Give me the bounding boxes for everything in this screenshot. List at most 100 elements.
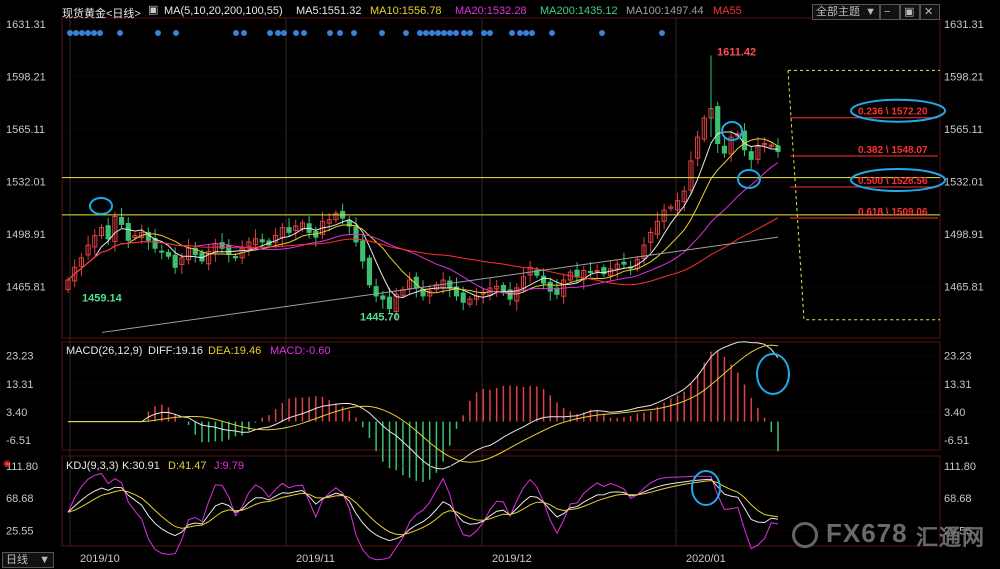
signal-dot: [423, 30, 429, 36]
macd-dea: DEA:19.46: [208, 345, 262, 357]
candle-body: [119, 216, 125, 225]
signal-dot: [523, 30, 529, 36]
kdj-highlight-ellipse: [691, 470, 721, 506]
candle-body: [701, 117, 707, 140]
fib-label: 0.382 \ 1548.07: [858, 145, 928, 156]
signal-dot: [301, 30, 307, 36]
close-icon[interactable]: ✕: [920, 4, 940, 20]
candle-body: [654, 220, 661, 235]
candle-body: [179, 257, 185, 265]
macd-diff: DIFF:19.16: [148, 345, 204, 357]
watermark-brand: FX678: [826, 518, 908, 548]
candle-body: [246, 241, 252, 247]
dropdown-icon[interactable]: ▣: [148, 4, 159, 16]
kdj-tick-left: 25.55: [6, 526, 34, 538]
candle-body: [674, 200, 681, 211]
macd-tick-right: 3.40: [944, 407, 965, 419]
timeframe-tab[interactable]: 日线 ▼: [2, 552, 54, 568]
kdj-tick-left: 68.68: [6, 493, 34, 505]
candle-body: [92, 235, 98, 248]
candle-body: [520, 276, 527, 289]
candle-body: [346, 220, 352, 227]
maximize-icon[interactable]: ▣: [900, 4, 920, 20]
candle-body: [527, 266, 533, 276]
ma55-line: [67, 217, 779, 286]
candle-body: [373, 286, 379, 297]
signal-dot: [281, 30, 287, 36]
candle-body: [386, 296, 393, 310]
signal-dot: [293, 30, 299, 36]
price-tick-left: 1465.81: [6, 282, 46, 294]
macd-label: MACD(26,12,9): [66, 345, 143, 357]
price-tick-left: 1565.11: [6, 124, 45, 136]
candle-body: [453, 286, 460, 297]
minus-icon[interactable]: −: [880, 4, 900, 20]
candle-body: [540, 275, 547, 284]
kdj-j: J:9.79: [214, 460, 244, 472]
price-tick-right: 1532.01: [944, 177, 984, 189]
signal-dot: [549, 30, 555, 36]
signal-dot: [529, 30, 535, 36]
signal-dot: [659, 30, 665, 36]
signal-dot: [517, 30, 523, 36]
signal-dot: [275, 30, 281, 36]
low-annotation: 1445.70: [360, 312, 400, 324]
candle-body: [741, 130, 748, 151]
ma10-value: MA10:1556.78: [370, 5, 442, 17]
kdj-k: K:30.91: [122, 460, 160, 472]
ma100-line: [101, 236, 779, 333]
signal-dot: [79, 30, 85, 36]
candle-body: [695, 136, 701, 159]
x-tick-label: 2019/11: [296, 553, 335, 565]
candle-body: [688, 160, 694, 191]
x-tick-label: 2019/12: [492, 553, 532, 565]
fx678-logo: [792, 522, 818, 548]
highlight-ellipse: [721, 121, 743, 141]
signal-dot: [487, 30, 493, 36]
signal-dot: [441, 30, 447, 36]
signal-dot: [337, 30, 343, 36]
candle-body: [333, 212, 339, 221]
candle-body: [748, 151, 754, 160]
macd-tick-right: 23.23: [944, 351, 972, 363]
signal-dot: [351, 30, 357, 36]
macd-diff-line: [68, 341, 779, 470]
candle-body: [98, 227, 105, 237]
candle-body: [192, 247, 198, 256]
fib-label: 0.618 \ 1509.06: [858, 207, 928, 218]
highlight-ellipse: [737, 169, 761, 189]
price-tick-right: 1598.21: [944, 71, 984, 83]
candle-body: [159, 250, 165, 253]
price-tick-left: 1598.21: [6, 71, 46, 83]
candle-body: [206, 250, 212, 265]
chevron-down-icon: ▼: [39, 554, 50, 566]
candle-body: [534, 269, 540, 276]
kdj-d-line: [67, 480, 779, 536]
macd-tick-left: 13.31: [6, 379, 34, 391]
candle-body: [768, 144, 774, 147]
candle-body: [762, 142, 768, 146]
candle-body: [621, 261, 627, 265]
candle-body: [554, 287, 560, 295]
candle-body: [85, 244, 91, 256]
signal-dot: [233, 30, 239, 36]
x-tick-label: 2019/10: [80, 553, 120, 565]
kdj-label: KDJ(9,3,3): [66, 460, 119, 472]
signal-dot: [467, 30, 473, 36]
signal-dot: [267, 30, 273, 36]
macd-highlight-ellipse: [756, 353, 790, 395]
price-tick-left: 1532.01: [6, 177, 46, 189]
signal-dot: [417, 30, 423, 36]
fib-label: 0.236 \ 1572.20: [858, 107, 928, 118]
price-tick-left: 1631.31: [6, 19, 46, 31]
kdj-tick-right: 68.68: [944, 493, 972, 505]
signal-dot: [91, 30, 97, 36]
kdj-tick-left: 111.80: [6, 461, 38, 473]
theme-select[interactable]: 全部主题 ▼: [812, 4, 880, 20]
signal-dot: [117, 30, 123, 36]
ma5-value: MA5:1551.32: [296, 5, 362, 17]
candle-body: [105, 225, 111, 240]
ma200-value: MA200:1435.12: [540, 5, 618, 17]
